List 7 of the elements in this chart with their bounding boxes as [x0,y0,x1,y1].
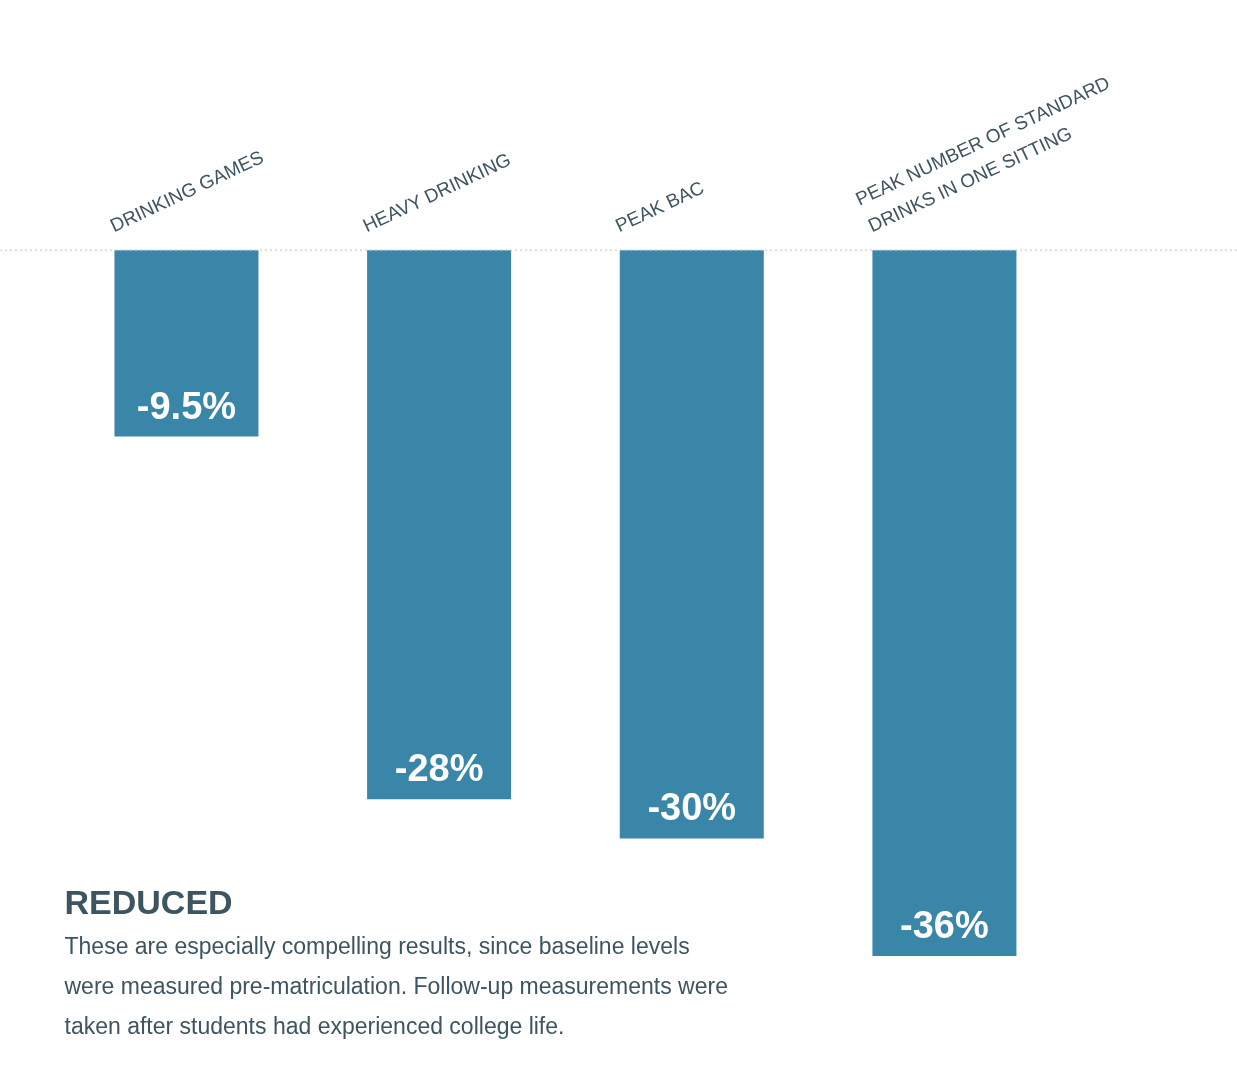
data-label: -9.5% [136,384,237,427]
data-label: -36% [900,904,989,946]
data-label: -28% [394,747,484,790]
annotation: REDUCED [64,882,233,921]
annotation: These are especially compelling results, since baseline levels were measured pre-matriculation. Follow-up measurements were taken after students had experienced college life. [63,932,728,1039]
x-tick-label: PEAK BAC [612,176,708,237]
data-label: -30% [647,786,737,829]
